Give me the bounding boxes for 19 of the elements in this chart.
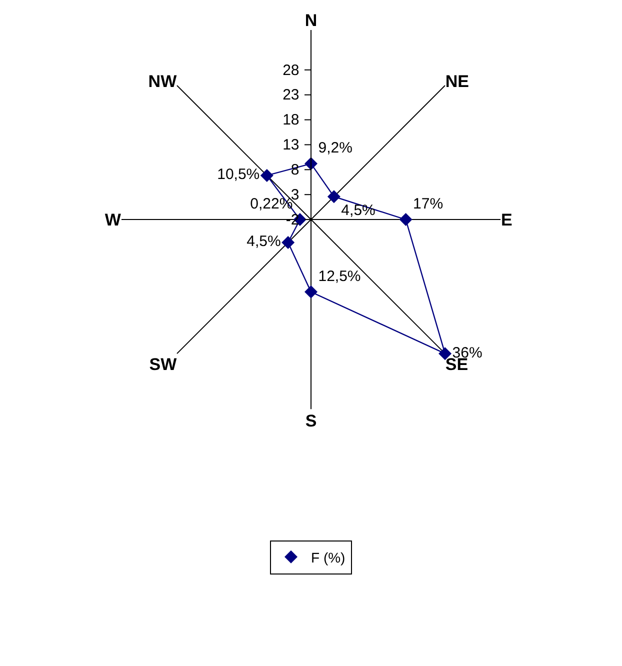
y-tick-label: 3: [290, 186, 300, 204]
spoke-label: NE: [445, 72, 470, 91]
data-label: 17%: [413, 196, 444, 213]
data-label: 12,5%: [318, 268, 361, 285]
spoke-label: W: [104, 210, 122, 230]
spoke-label: S: [305, 412, 317, 431]
y-tick-label: 13: [282, 136, 300, 154]
y-tick-label: 18: [282, 112, 300, 129]
y-tick-label: 23: [282, 86, 300, 104]
data-label: 4,5%: [246, 233, 281, 250]
legend-label: F (%): [311, 549, 346, 566]
spoke-label: E: [501, 210, 512, 230]
data-label: 10,5%: [217, 166, 260, 184]
spoke-label: SW: [149, 355, 178, 374]
data-label: 4,5%: [341, 202, 376, 220]
data-label: 9,2%: [318, 140, 352, 157]
spoke-label: NW: [148, 72, 178, 91]
y-tick-label: 28: [282, 62, 300, 79]
spoke-label: N: [304, 11, 318, 30]
